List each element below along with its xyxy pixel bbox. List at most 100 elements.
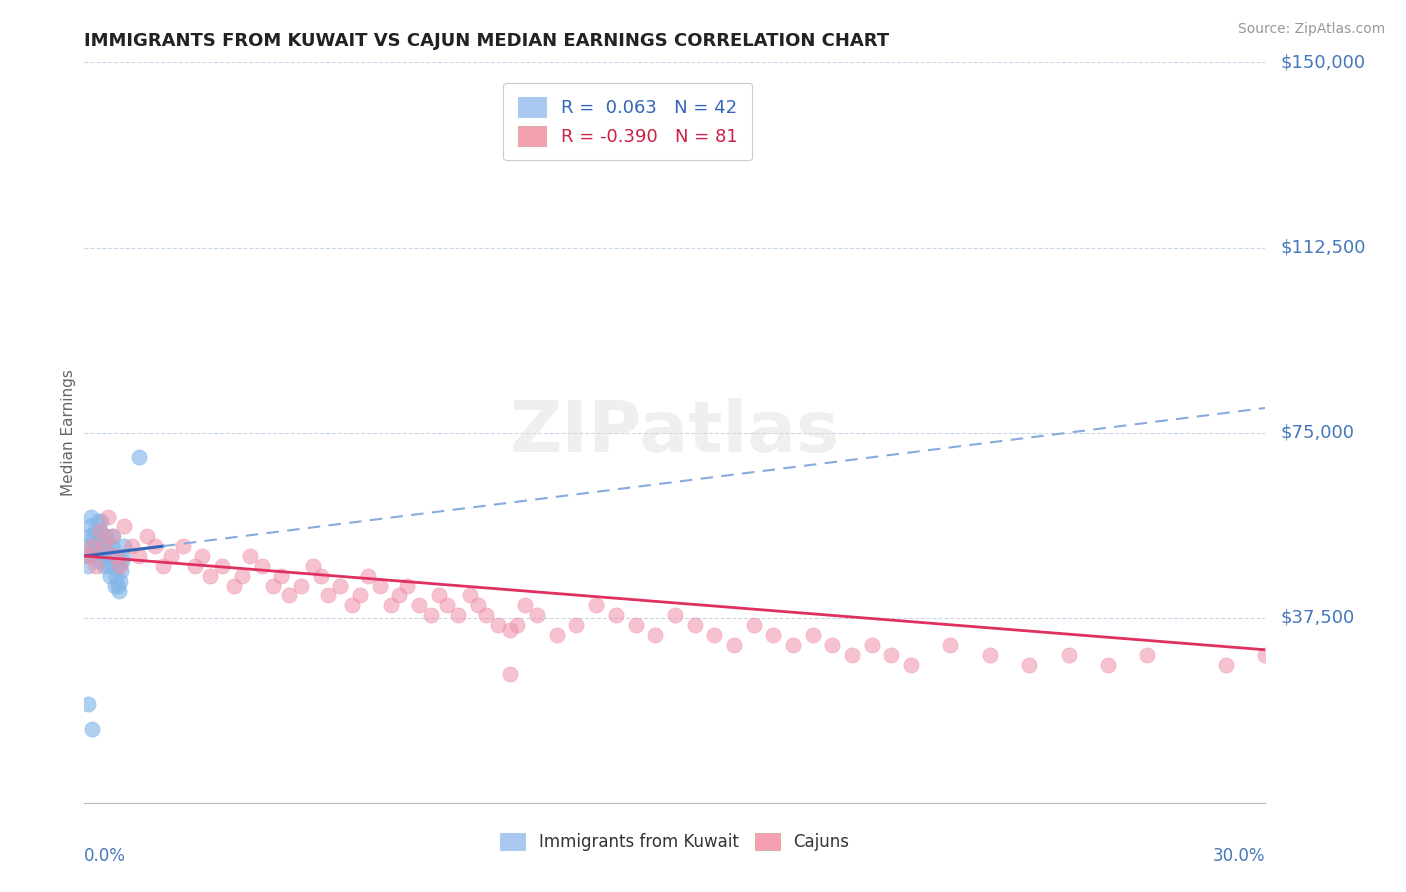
Point bbox=[77, 529, 100, 543]
Point bbox=[83, 549, 105, 563]
Point bbox=[89, 554, 111, 568]
Text: $75,000: $75,000 bbox=[1281, 424, 1355, 442]
Point bbox=[231, 568, 253, 582]
Legend: Immigrants from Kuwait, Cajuns: Immigrants from Kuwait, Cajuns bbox=[494, 826, 856, 857]
Point bbox=[526, 608, 548, 623]
Point bbox=[475, 608, 498, 623]
Point bbox=[104, 549, 127, 563]
Point bbox=[93, 558, 115, 573]
Point bbox=[309, 568, 332, 582]
Point bbox=[200, 568, 222, 582]
Point bbox=[290, 579, 312, 593]
Point bbox=[515, 599, 537, 613]
Point bbox=[91, 544, 114, 558]
Point bbox=[112, 539, 135, 553]
Point bbox=[368, 579, 391, 593]
Point bbox=[111, 554, 134, 568]
Point bbox=[108, 574, 131, 588]
Point bbox=[683, 618, 706, 632]
Point bbox=[624, 618, 647, 632]
Point bbox=[101, 529, 124, 543]
Point bbox=[84, 524, 107, 539]
Point bbox=[427, 589, 450, 603]
Point bbox=[1136, 648, 1159, 662]
Point bbox=[664, 608, 686, 623]
Point bbox=[108, 583, 131, 598]
Point bbox=[762, 628, 785, 642]
Point bbox=[605, 608, 627, 623]
Point bbox=[458, 589, 481, 603]
Point bbox=[160, 549, 183, 563]
Point bbox=[262, 579, 284, 593]
Text: ZIPatlas: ZIPatlas bbox=[510, 398, 839, 467]
Point bbox=[107, 579, 129, 593]
Point bbox=[82, 722, 104, 736]
Point bbox=[77, 549, 100, 563]
Point bbox=[97, 558, 120, 573]
Point bbox=[939, 638, 962, 652]
Point bbox=[546, 628, 568, 642]
Point bbox=[498, 667, 520, 681]
Point bbox=[104, 579, 127, 593]
Point bbox=[77, 549, 100, 563]
Point bbox=[77, 697, 100, 711]
Point bbox=[82, 529, 104, 543]
Point bbox=[644, 628, 666, 642]
Point bbox=[380, 599, 402, 613]
Point bbox=[87, 515, 110, 529]
Point bbox=[979, 648, 1001, 662]
Point bbox=[143, 539, 166, 553]
Point bbox=[301, 558, 323, 573]
Point bbox=[111, 549, 134, 563]
Point bbox=[112, 519, 135, 533]
Point bbox=[128, 549, 150, 563]
Point bbox=[1215, 657, 1237, 672]
Point bbox=[89, 524, 111, 539]
Point bbox=[506, 618, 529, 632]
Point bbox=[349, 589, 371, 603]
Point bbox=[723, 638, 745, 652]
Point bbox=[486, 618, 509, 632]
Point bbox=[110, 564, 132, 578]
Point bbox=[419, 608, 441, 623]
Point bbox=[183, 558, 205, 573]
Text: 30.0%: 30.0% bbox=[1213, 847, 1265, 865]
Point bbox=[222, 579, 245, 593]
Text: $112,500: $112,500 bbox=[1281, 238, 1367, 257]
Point bbox=[94, 529, 117, 543]
Point bbox=[498, 623, 520, 637]
Point bbox=[79, 519, 101, 533]
Point bbox=[86, 544, 108, 558]
Point bbox=[841, 648, 863, 662]
Point bbox=[703, 628, 725, 642]
Point bbox=[89, 524, 111, 539]
Point bbox=[172, 539, 194, 553]
Point bbox=[270, 568, 292, 582]
Point bbox=[467, 599, 489, 613]
Text: IMMIGRANTS FROM KUWAIT VS CAJUN MEDIAN EARNINGS CORRELATION CHART: IMMIGRANTS FROM KUWAIT VS CAJUN MEDIAN E… bbox=[84, 32, 890, 50]
Point bbox=[318, 589, 340, 603]
Point bbox=[101, 529, 124, 543]
Point bbox=[900, 657, 922, 672]
Point bbox=[278, 589, 301, 603]
Point bbox=[329, 579, 352, 593]
Point bbox=[103, 558, 125, 573]
Point bbox=[340, 599, 363, 613]
Point bbox=[93, 539, 115, 553]
Point bbox=[821, 638, 844, 652]
Point bbox=[1057, 648, 1080, 662]
Point bbox=[211, 558, 233, 573]
Point bbox=[782, 638, 804, 652]
Point bbox=[94, 539, 117, 553]
Point bbox=[82, 539, 104, 553]
Point bbox=[436, 599, 458, 613]
Point bbox=[585, 599, 607, 613]
Point bbox=[82, 539, 104, 553]
Point bbox=[96, 549, 118, 563]
Text: $150,000: $150,000 bbox=[1281, 54, 1365, 71]
Point bbox=[136, 529, 159, 543]
Point bbox=[239, 549, 262, 563]
Point bbox=[101, 539, 124, 553]
Point bbox=[128, 450, 150, 465]
Point bbox=[388, 589, 411, 603]
